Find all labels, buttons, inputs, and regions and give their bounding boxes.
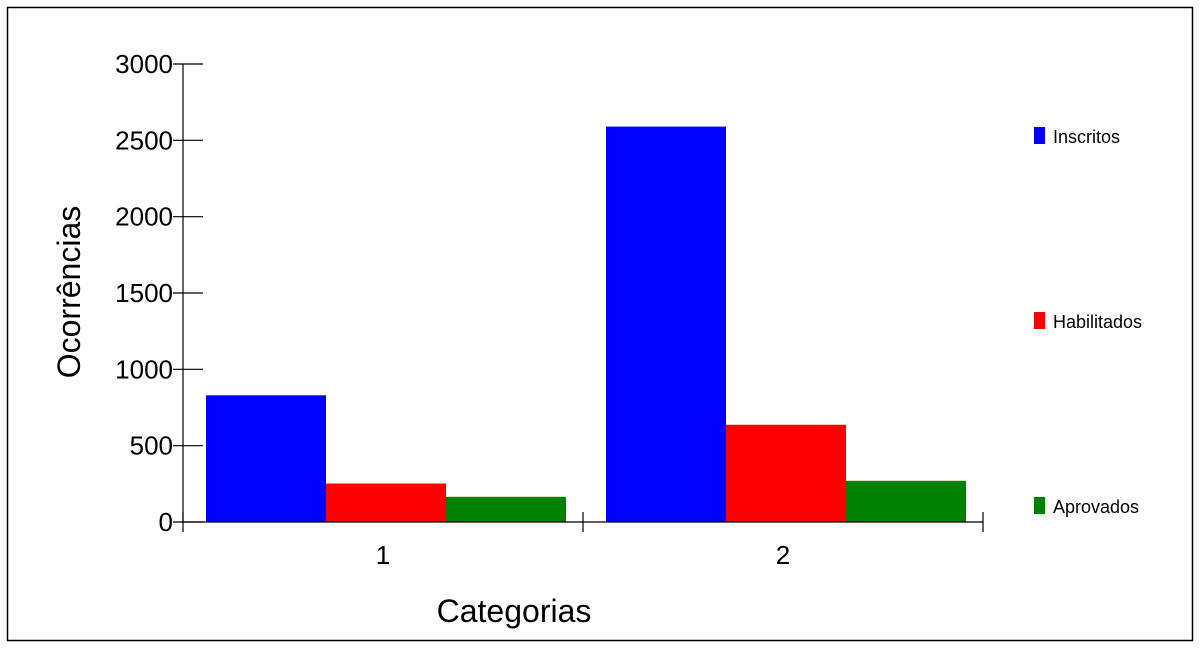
- x-tick-label-2: 2: [776, 540, 790, 570]
- y-tick-label-3000: 3000: [115, 49, 173, 79]
- ticks-group: 0 500 1000 1500 2000 2500 3000 1 2: [115, 49, 984, 570]
- bar-aprovados-2: [846, 480, 966, 522]
- bar-inscritos-1: [206, 395, 326, 522]
- y-tick-label-2500: 2500: [115, 125, 173, 155]
- y-tick-label-1000: 1000: [115, 354, 173, 384]
- y-tick-label-1500: 1500: [115, 278, 173, 308]
- legend-swatch-aprovados: [1034, 497, 1045, 514]
- y-tick-label-500: 500: [130, 431, 173, 461]
- bars-group: [206, 126, 966, 523]
- x-tick-label-1: 1: [376, 540, 390, 570]
- x-axis-label: Categorias: [437, 593, 592, 629]
- bar-habilitados-2: [726, 424, 846, 522]
- bar-aprovados-1: [446, 496, 566, 522]
- legend-label-aprovados: Aprovados: [1053, 497, 1139, 517]
- chart-border: [6, 6, 1194, 642]
- y-tick-label-0: 0: [159, 507, 173, 537]
- legend: Inscritos Habilitados Aprovados: [1034, 127, 1142, 517]
- legend-swatch-inscritos: [1034, 127, 1045, 144]
- bar-inscritos-2: [606, 126, 726, 523]
- bar-habilitados-1: [326, 483, 446, 522]
- y-axis-label: Ocorrências: [51, 206, 87, 379]
- y-tick-label-2000: 2000: [115, 202, 173, 232]
- legend-swatch-habilitados: [1034, 312, 1045, 329]
- legend-label-habilitados: Habilitados: [1053, 312, 1142, 332]
- legend-label-inscritos: Inscritos: [1053, 127, 1120, 147]
